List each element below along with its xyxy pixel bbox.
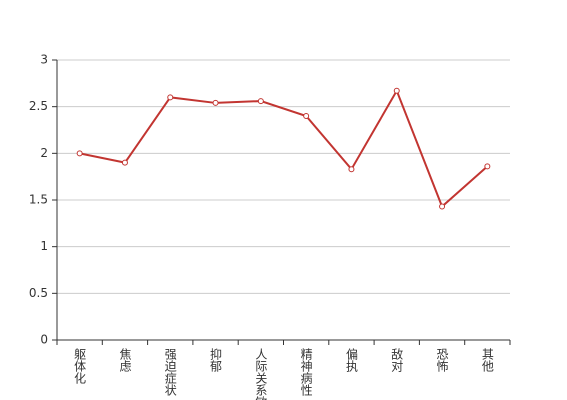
x-tick-label: 其他 [480, 348, 494, 372]
x-tick-label: 抑郁 [209, 347, 223, 373]
point [212, 99, 219, 106]
x-tick-label: 躯体化 [73, 347, 87, 385]
y-tick-label: 1 [40, 239, 48, 253]
y-tick-label: 2 [40, 146, 48, 160]
x-tick-label: 敌对 [390, 347, 404, 372]
x-tick-label: 焦虑 [118, 348, 132, 372]
point [121, 159, 128, 166]
y-tick-label: 1.5 [29, 193, 48, 207]
point [257, 98, 264, 105]
point [167, 94, 174, 101]
point [348, 166, 355, 173]
x-tick-label: 偏执 [344, 347, 358, 373]
point [484, 163, 491, 170]
y-tick-label: 0.5 [29, 286, 48, 300]
point [76, 150, 83, 157]
x-tick-label: 强迫症状 [163, 348, 177, 396]
point [439, 203, 446, 210]
x-tick-label: 精神病性 [299, 348, 313, 397]
y-tick-label: 0 [40, 333, 48, 347]
line [79, 88, 489, 209]
x-tick-label: 人际关系敏感 [254, 348, 268, 400]
point [303, 113, 310, 119]
y-tick-label: 3 [40, 53, 48, 67]
y-tick-label: 2.5 [29, 99, 48, 113]
point [393, 87, 400, 94]
x-tick-label: 恐怖 [435, 348, 449, 372]
